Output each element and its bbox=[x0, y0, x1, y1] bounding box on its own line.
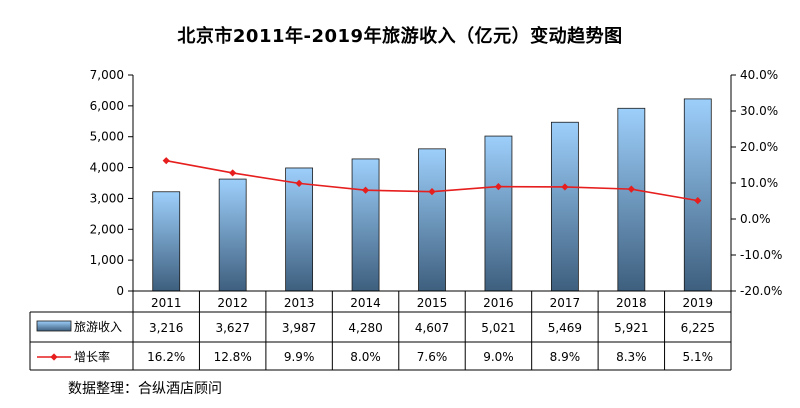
bar-tourism-revenue bbox=[152, 191, 181, 292]
growth-rate-marker bbox=[494, 183, 503, 191]
legend-label-growth: 增长率 bbox=[74, 349, 110, 364]
x-tick-label: 2016 bbox=[483, 296, 514, 310]
bar-tourism-revenue bbox=[418, 148, 446, 292]
bar-tourism-revenue bbox=[484, 135, 513, 292]
growth-rate-data-label: 16.2% bbox=[147, 350, 185, 364]
growth-rate-data-label: 8.9% bbox=[550, 350, 581, 364]
revenue-data-label: 6,225 bbox=[681, 321, 715, 335]
left-axis-tick-label: 3,000 bbox=[90, 191, 124, 205]
revenue-data-label: 4,280 bbox=[348, 321, 382, 335]
left-axis-tick-label: 5,000 bbox=[90, 130, 124, 144]
bar-tourism-revenue bbox=[351, 158, 380, 292]
growth-rate-marker bbox=[428, 188, 436, 196]
right-axis-tick-label: 10.0% bbox=[740, 176, 778, 190]
revenue-data-label: 3,987 bbox=[282, 321, 316, 335]
left-axis-tick-label: 7,000 bbox=[90, 68, 124, 82]
growth-rate-data-label: 7.6% bbox=[417, 350, 448, 364]
bar-tourism-revenue bbox=[617, 107, 646, 292]
bar-tourism-revenue bbox=[218, 178, 247, 292]
chart-title: 北京市2011年-2019年旅游收入（亿元）变动趋势图 bbox=[177, 26, 623, 47]
x-tick-label: 2013 bbox=[284, 296, 315, 310]
x-tick-label: 2011 bbox=[151, 296, 182, 310]
revenue-data-label: 4,607 bbox=[415, 321, 449, 335]
bar-tourism-revenue bbox=[683, 98, 712, 292]
right-axis-tick-label: -20.0% bbox=[740, 284, 782, 298]
right-axis-tick-label: 30.0% bbox=[740, 104, 778, 118]
revenue-data-label: 3,627 bbox=[215, 321, 249, 335]
growth-rate-marker bbox=[229, 169, 237, 177]
revenue-data-label: 5,021 bbox=[481, 321, 515, 335]
x-tick-label: 2017 bbox=[550, 296, 581, 310]
growth-rate-data-label: 5.1% bbox=[683, 350, 714, 364]
right-axis-tick-label: 40.0% bbox=[740, 68, 778, 82]
left-axis-tick-label: 1,000 bbox=[90, 253, 124, 267]
growth-rate-data-label: 8.3% bbox=[616, 350, 647, 364]
growth-rate-data-label: 12.8% bbox=[214, 350, 252, 364]
growth-rate-marker bbox=[361, 186, 370, 194]
bar-tourism-revenue bbox=[550, 121, 579, 292]
growth-rate-marker bbox=[627, 185, 635, 193]
growth-rate-marker bbox=[295, 179, 303, 187]
growth-rate-marker bbox=[162, 157, 170, 165]
growth-rate-data-label: 8.0% bbox=[350, 350, 381, 364]
source-note: 数据整理：合纵酒店顾问 bbox=[68, 381, 222, 397]
left-axis-tick-label: 2,000 bbox=[90, 222, 124, 236]
revenue-data-label: 5,469 bbox=[548, 321, 582, 335]
legend-label-revenue: 旅游收入 bbox=[74, 320, 122, 334]
x-tick-label: 2018 bbox=[616, 296, 647, 310]
revenue-data-label: 5,921 bbox=[614, 321, 648, 335]
growth-rate-data-label: 9.0% bbox=[483, 350, 514, 364]
right-axis-tick-label: -10.0% bbox=[740, 248, 782, 262]
x-tick-label: 2014 bbox=[350, 296, 381, 310]
left-axis-tick-label: 6,000 bbox=[90, 99, 124, 113]
x-tick-label: 2019 bbox=[683, 296, 714, 310]
legend-key-marker bbox=[50, 353, 58, 361]
revenue-data-label: 3,216 bbox=[149, 321, 183, 335]
growth-rate-marker bbox=[561, 183, 569, 191]
growth-rate-marker bbox=[694, 197, 702, 205]
right-axis-tick-label: 0.0% bbox=[740, 212, 771, 226]
right-axis-tick-label: 20.0% bbox=[740, 140, 778, 154]
growth-rate-data-label: 9.9% bbox=[284, 350, 315, 364]
legend-key-bar bbox=[36, 320, 72, 332]
x-tick-label: 2015 bbox=[417, 296, 448, 310]
x-tick-label: 2012 bbox=[217, 296, 248, 310]
left-axis-tick-label: 0 bbox=[116, 284, 124, 298]
left-axis-tick-label: 4,000 bbox=[90, 161, 124, 175]
